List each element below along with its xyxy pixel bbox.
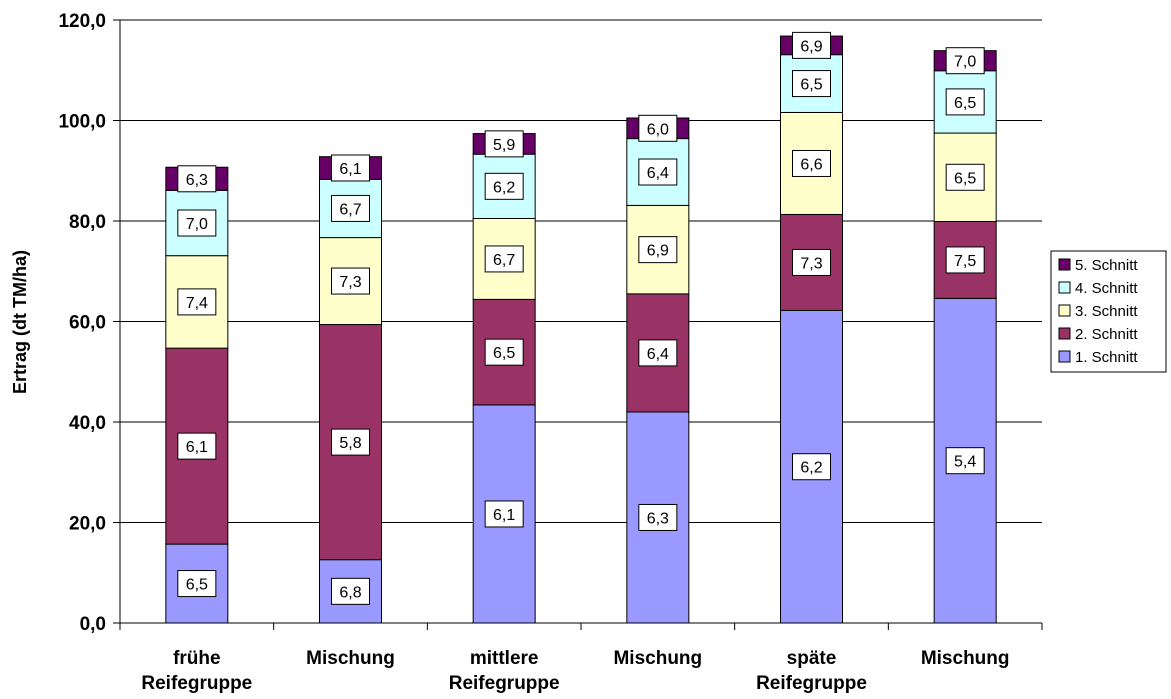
x-tick-label: Mischung: [613, 648, 702, 669]
data-label-box: [177, 209, 217, 237]
data-label: 6,4: [647, 346, 669, 363]
y-tick-label: 120,0: [58, 11, 106, 32]
data-label-box: [945, 88, 985, 116]
y-tick-label: 60,0: [69, 313, 106, 334]
x-tick-label: Mischung: [921, 648, 1010, 669]
legend-swatch: [1058, 350, 1071, 363]
data-label-box: [484, 500, 524, 528]
data-label: 7,0: [186, 216, 208, 233]
legend-swatch: [1058, 327, 1071, 340]
data-label-box: [177, 432, 217, 460]
data-label: 6,2: [800, 460, 822, 477]
data-label: 6,5: [800, 77, 822, 94]
data-label-box: [484, 130, 524, 158]
data-label: 6,1: [339, 161, 361, 178]
data-label: 6,1: [493, 507, 515, 524]
y-tick-label: 40,0: [69, 413, 106, 434]
legend-swatch: [1058, 258, 1071, 271]
data-label-box: [484, 172, 524, 200]
data-label: 6,4: [647, 165, 669, 182]
legend-label: 4. Schnitt: [1075, 280, 1138, 297]
x-tick-label: frühe Reifegruppe: [141, 648, 252, 694]
data-label: 6,5: [186, 577, 208, 594]
data-label-box: [638, 158, 678, 186]
data-label: 7,0: [954, 54, 976, 71]
data-label-box: [331, 194, 370, 222]
data-label-box: [331, 154, 370, 182]
data-label-box: [792, 248, 831, 276]
y-tick-label: 100,0: [58, 112, 106, 133]
data-label-box: [638, 503, 678, 531]
data-label: 7,3: [339, 274, 361, 291]
legend-swatch: [1058, 281, 1071, 294]
y-tick-label: 0,0: [80, 614, 106, 635]
data-label-box: [177, 288, 217, 316]
x-tick-label: mittlere Reifegruppe: [449, 648, 560, 694]
gridlines: [120, 19, 1042, 523]
data-label: 5,4: [954, 454, 976, 471]
data-label: 7,3: [800, 255, 822, 272]
data-label-box: [638, 339, 678, 367]
data-label: 5,8: [339, 435, 361, 452]
legend-label: 5. Schnitt: [1075, 257, 1138, 274]
data-label-box: [792, 31, 831, 59]
data-label-box: [945, 47, 985, 75]
data-label: 6,5: [493, 345, 515, 362]
legend-label: 2. Schnitt: [1075, 326, 1138, 343]
data-label: 6,8: [339, 584, 361, 601]
data-label: 6,9: [800, 38, 822, 55]
data-label: 6,3: [186, 172, 208, 189]
bars: 6,5 6,1 7,4 7,0 6,3 6,8 5,8 7,3 6,7 6,1 6,1 6,5 6,7 6…: [165, 31, 997, 624]
y-tick-label: 20,0: [69, 514, 106, 535]
data-label-box: [792, 149, 831, 177]
data-label-box: [945, 246, 985, 274]
data-label-box: [792, 453, 831, 481]
data-label: 6,0: [647, 121, 669, 138]
data-label: 6,2: [493, 179, 515, 196]
data-label: 6,1: [186, 439, 208, 456]
bar-segment-schnitt-3: [319, 237, 382, 326]
data-label: 6,3: [647, 510, 669, 527]
x-tick-label: späte Reifegruppe: [756, 648, 867, 694]
x-tick-label: Mischung: [306, 648, 395, 669]
data-label-box: [177, 570, 217, 598]
data-label: 6,5: [954, 170, 976, 187]
data-label: 6,7: [493, 252, 515, 269]
legend-label: 3. Schnitt: [1075, 303, 1138, 320]
legend: 5. Schnitt 4. Schnitt 3. Schnitt 2. Schnitt…: [1050, 250, 1167, 373]
data-label-box: [331, 267, 370, 295]
data-label: 6,6: [800, 156, 822, 173]
y-axis-ticks: 0,0 20,0 40,0 60,0 80,0 100,0 120,0: [58, 11, 120, 635]
data-label: 6,5: [954, 95, 976, 112]
axes: [119, 20, 1043, 630]
data-label-box: [638, 236, 678, 264]
data-label-box: [484, 245, 524, 273]
data-label-box: [792, 70, 831, 98]
data-label-box: [177, 165, 217, 193]
legend-label: 1. Schnitt: [1075, 349, 1138, 366]
data-label: 6,9: [647, 243, 669, 260]
data-label-box: [484, 338, 524, 366]
y-axis-title: Ertrag (dt TM/ha): [10, 250, 30, 394]
data-label: 5,9: [493, 137, 515, 154]
data-label-box: [638, 114, 678, 142]
data-label: 7,5: [954, 253, 976, 270]
data-label: 6,7: [339, 201, 361, 218]
y-tick-label: 80,0: [69, 212, 106, 233]
data-label: 7,4: [186, 295, 208, 312]
data-label-box: [331, 428, 370, 456]
data-label-box: [331, 577, 370, 605]
bar-segment-schnitt-3: [472, 217, 536, 300]
data-label-box: [945, 163, 985, 191]
data-label-box: [945, 447, 985, 475]
legend-swatch: [1058, 304, 1071, 317]
x-axis-labels: frühe Reifegruppe Mischung mittlere Reifegru…: [141, 648, 1009, 694]
